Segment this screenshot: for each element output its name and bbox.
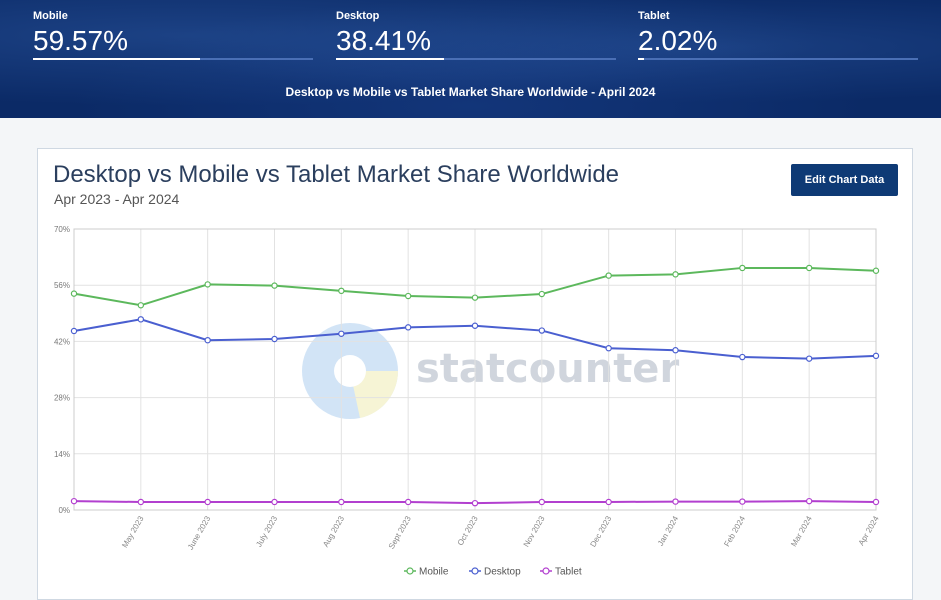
data-point-desktop	[338, 330, 345, 337]
stat-progress-fill	[336, 58, 444, 60]
data-point-tablet	[805, 497, 813, 505]
data-point-tablet	[605, 498, 612, 506]
chart-card: Desktop vs Mobile vs Tablet Market Share…	[37, 148, 913, 600]
data-point-mobile	[204, 281, 211, 288]
data-point-tablet	[404, 498, 412, 506]
data-point-mobile	[672, 271, 679, 278]
stat-progress-track	[33, 58, 313, 60]
data-point-mobile	[70, 290, 78, 297]
data-point-tablet	[739, 498, 746, 505]
data-point-mobile	[271, 282, 278, 289]
x-tick-label: Apr 2024	[857, 514, 881, 547]
data-point-tablet	[672, 498, 679, 505]
x-tick-label: May 2023	[120, 514, 146, 549]
x-tick-label: Oct 2023	[456, 514, 480, 547]
stat-progress-fill	[638, 58, 644, 60]
data-point-mobile	[805, 264, 813, 272]
data-point-tablet	[70, 497, 78, 505]
data-point-mobile	[739, 264, 746, 272]
data-point-mobile	[404, 292, 412, 300]
y-tick-label: 28%	[54, 394, 70, 403]
summary-banner: Mobile 59.57% Desktop 38.41% Tablet 2.02…	[0, 0, 941, 118]
data-point-tablet	[204, 498, 211, 506]
data-point-desktop	[471, 322, 479, 329]
watermark-text: statcounter	[416, 346, 679, 392]
x-tick-label: Nov 2023	[522, 514, 547, 549]
stat-progress-track	[336, 58, 616, 60]
data-point-desktop	[70, 327, 78, 335]
data-point-mobile	[471, 294, 479, 301]
x-tick-label: Dec 2023	[588, 514, 613, 549]
stat-label: Mobile	[33, 10, 68, 22]
data-point-desktop	[271, 335, 278, 343]
data-point-mobile	[338, 287, 345, 295]
x-tick-label: Jan 2024	[656, 514, 681, 547]
legend-label-desktop: Desktop	[484, 567, 521, 578]
data-point-desktop	[805, 355, 813, 362]
legend-marker-dot	[542, 567, 550, 575]
stat-desktop: Desktop 38.41%	[336, 10, 616, 60]
data-point-desktop	[204, 336, 211, 344]
data-point-tablet	[538, 498, 546, 506]
data-point-mobile	[538, 290, 546, 298]
banner-title: Desktop vs Mobile vs Tablet Market Share…	[285, 85, 656, 99]
stat-tablet: Tablet 2.02%	[638, 10, 918, 60]
x-tick-label: Aug 2023	[321, 514, 346, 549]
x-tick-label: Feb 2024	[722, 514, 747, 548]
data-point-mobile	[605, 272, 612, 279]
chart-date-range: Apr 2023 - Apr 2024	[54, 191, 180, 207]
statcounter-logo-watermark: statcounter	[302, 323, 679, 419]
y-tick-label: 70%	[54, 225, 70, 234]
data-point-desktop	[672, 347, 679, 354]
stat-progress-track	[638, 58, 918, 60]
legend-label-mobile: Mobile	[419, 567, 449, 578]
legend-label-tablet: Tablet	[555, 567, 582, 578]
data-point-desktop	[739, 353, 746, 361]
y-tick-label: 0%	[58, 506, 70, 515]
stat-progress-fill	[33, 58, 200, 60]
data-point-mobile	[137, 302, 145, 309]
chart-title: Desktop vs Mobile vs Tablet Market Share…	[53, 161, 620, 188]
stat-value: 2.02%	[638, 25, 718, 56]
x-tick-label: June 2023	[186, 514, 213, 551]
y-tick-label: 14%	[54, 450, 70, 459]
stat-label: Desktop	[336, 10, 380, 22]
y-tick-label: 56%	[54, 281, 70, 290]
legend-marker-dot	[471, 567, 479, 575]
stat-mobile: Mobile 59.57%	[33, 10, 313, 60]
x-tick-label: Mar 2024	[789, 514, 814, 548]
stat-label: Tablet	[638, 10, 670, 22]
data-point-desktop	[137, 316, 145, 323]
data-point-tablet	[271, 498, 278, 506]
y-tick-label: 42%	[54, 337, 70, 346]
data-point-tablet	[872, 498, 880, 506]
plot-border	[73, 228, 877, 511]
data-point-tablet	[338, 498, 345, 506]
data-point-desktop	[538, 327, 546, 334]
data-point-desktop	[872, 352, 880, 360]
data-point-desktop	[404, 324, 412, 331]
x-tick-label: July 2023	[254, 514, 279, 549]
data-point-tablet	[137, 498, 145, 506]
line-chart: statcounter 0% 14% 28% 42% 56% 70% May 2023 June…	[54, 225, 881, 578]
x-tick-label: Sept 2023	[387, 514, 413, 551]
edit-chart-data-button[interactable]: Edit Chart Data	[791, 164, 898, 196]
stat-value: 59.57%	[33, 25, 128, 56]
data-point-tablet	[471, 499, 479, 507]
data-point-mobile	[872, 267, 880, 274]
data-point-desktop	[605, 345, 612, 352]
stat-value: 38.41%	[336, 25, 431, 56]
legend-marker-dot	[406, 567, 414, 575]
